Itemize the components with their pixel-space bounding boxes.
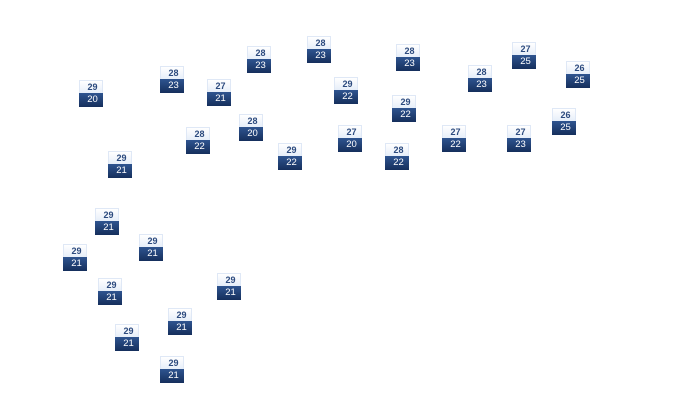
temperature-marker[interactable]: 29 22 — [278, 143, 302, 171]
temperature-marker[interactable]: 27 20 — [338, 125, 362, 153]
temperature-marker[interactable]: 29 21 — [139, 234, 163, 262]
high-temperature: 29 — [79, 80, 103, 93]
low-temperature: 21 — [217, 286, 241, 300]
low-temperature: 20 — [239, 127, 263, 141]
temperature-marker[interactable]: 28 23 — [160, 66, 184, 94]
high-temperature: 28 — [239, 114, 263, 127]
low-temperature: 21 — [160, 369, 184, 383]
high-temperature: 29 — [168, 308, 192, 321]
low-temperature: 21 — [98, 291, 122, 305]
high-temperature: 28 — [468, 65, 492, 78]
temperature-marker[interactable]: 29 22 — [392, 95, 416, 123]
low-temperature: 23 — [247, 59, 271, 73]
low-temperature: 23 — [507, 138, 531, 152]
high-temperature: 29 — [63, 244, 87, 257]
high-temperature: 29 — [334, 77, 358, 90]
temperature-marker[interactable]: 29 21 — [217, 273, 241, 301]
high-temperature: 29 — [278, 143, 302, 156]
high-temperature: 28 — [385, 143, 409, 156]
low-temperature: 21 — [207, 92, 231, 106]
high-temperature: 29 — [108, 151, 132, 164]
high-temperature: 27 — [338, 125, 362, 138]
low-temperature: 21 — [95, 221, 119, 235]
high-temperature: 27 — [512, 42, 536, 55]
high-temperature: 26 — [552, 108, 576, 121]
high-temperature: 29 — [217, 273, 241, 286]
temperature-marker[interactable]: 27 25 — [512, 42, 536, 70]
low-temperature: 21 — [115, 337, 139, 351]
high-temperature: 27 — [442, 125, 466, 138]
high-temperature: 28 — [247, 46, 271, 59]
low-temperature: 25 — [512, 55, 536, 69]
temperature-marker[interactable]: 26 25 — [552, 108, 576, 136]
temperature-marker[interactable]: 29 21 — [95, 208, 119, 236]
high-temperature: 29 — [139, 234, 163, 247]
low-temperature: 22 — [186, 140, 210, 154]
temperature-marker[interactable]: 29 21 — [98, 278, 122, 306]
high-temperature: 27 — [507, 125, 531, 138]
temperature-marker[interactable]: 28 23 — [307, 36, 331, 64]
temperature-marker[interactable]: 26 25 — [566, 61, 590, 89]
temperature-marker[interactable]: 28 22 — [186, 127, 210, 155]
high-temperature: 29 — [392, 95, 416, 108]
low-temperature: 25 — [552, 121, 576, 135]
low-temperature: 21 — [168, 321, 192, 335]
low-temperature: 25 — [566, 74, 590, 88]
temperature-marker[interactable]: 29 21 — [115, 324, 139, 352]
temperature-marker[interactable]: 29 21 — [108, 151, 132, 179]
low-temperature: 23 — [160, 79, 184, 93]
temperature-marker[interactable]: 28 20 — [239, 114, 263, 142]
temperature-marker[interactable]: 29 22 — [334, 77, 358, 105]
high-temperature: 26 — [566, 61, 590, 74]
low-temperature: 23 — [307, 49, 331, 63]
high-temperature: 28 — [160, 66, 184, 79]
temperature-marker[interactable]: 27 23 — [507, 125, 531, 153]
high-temperature: 28 — [186, 127, 210, 140]
temperature-marker[interactable]: 29 21 — [63, 244, 87, 272]
temperature-marker[interactable]: 28 23 — [396, 44, 420, 72]
temperature-marker[interactable]: 29 21 — [160, 356, 184, 384]
high-temperature: 28 — [307, 36, 331, 49]
temperature-marker[interactable]: 28 22 — [385, 143, 409, 171]
low-temperature: 22 — [392, 108, 416, 122]
temperature-marker[interactable]: 29 20 — [79, 80, 103, 108]
low-temperature: 21 — [63, 257, 87, 271]
low-temperature: 22 — [334, 90, 358, 104]
low-temperature: 20 — [79, 93, 103, 107]
temperature-marker[interactable]: 28 23 — [468, 65, 492, 93]
temperature-marker[interactable]: 28 23 — [247, 46, 271, 74]
temperature-marker[interactable]: 27 22 — [442, 125, 466, 153]
low-temperature: 21 — [139, 247, 163, 261]
high-temperature: 29 — [115, 324, 139, 337]
high-temperature: 29 — [160, 356, 184, 369]
low-temperature: 21 — [108, 164, 132, 178]
temperature-marker[interactable]: 29 21 — [168, 308, 192, 336]
low-temperature: 23 — [396, 57, 420, 71]
low-temperature: 22 — [278, 156, 302, 170]
temperature-marker[interactable]: 27 21 — [207, 79, 231, 107]
high-temperature: 29 — [98, 278, 122, 291]
low-temperature: 22 — [442, 138, 466, 152]
low-temperature: 20 — [338, 138, 362, 152]
low-temperature: 23 — [468, 78, 492, 92]
high-temperature: 28 — [396, 44, 420, 57]
low-temperature: 22 — [385, 156, 409, 170]
high-temperature: 29 — [95, 208, 119, 221]
high-temperature: 27 — [207, 79, 231, 92]
